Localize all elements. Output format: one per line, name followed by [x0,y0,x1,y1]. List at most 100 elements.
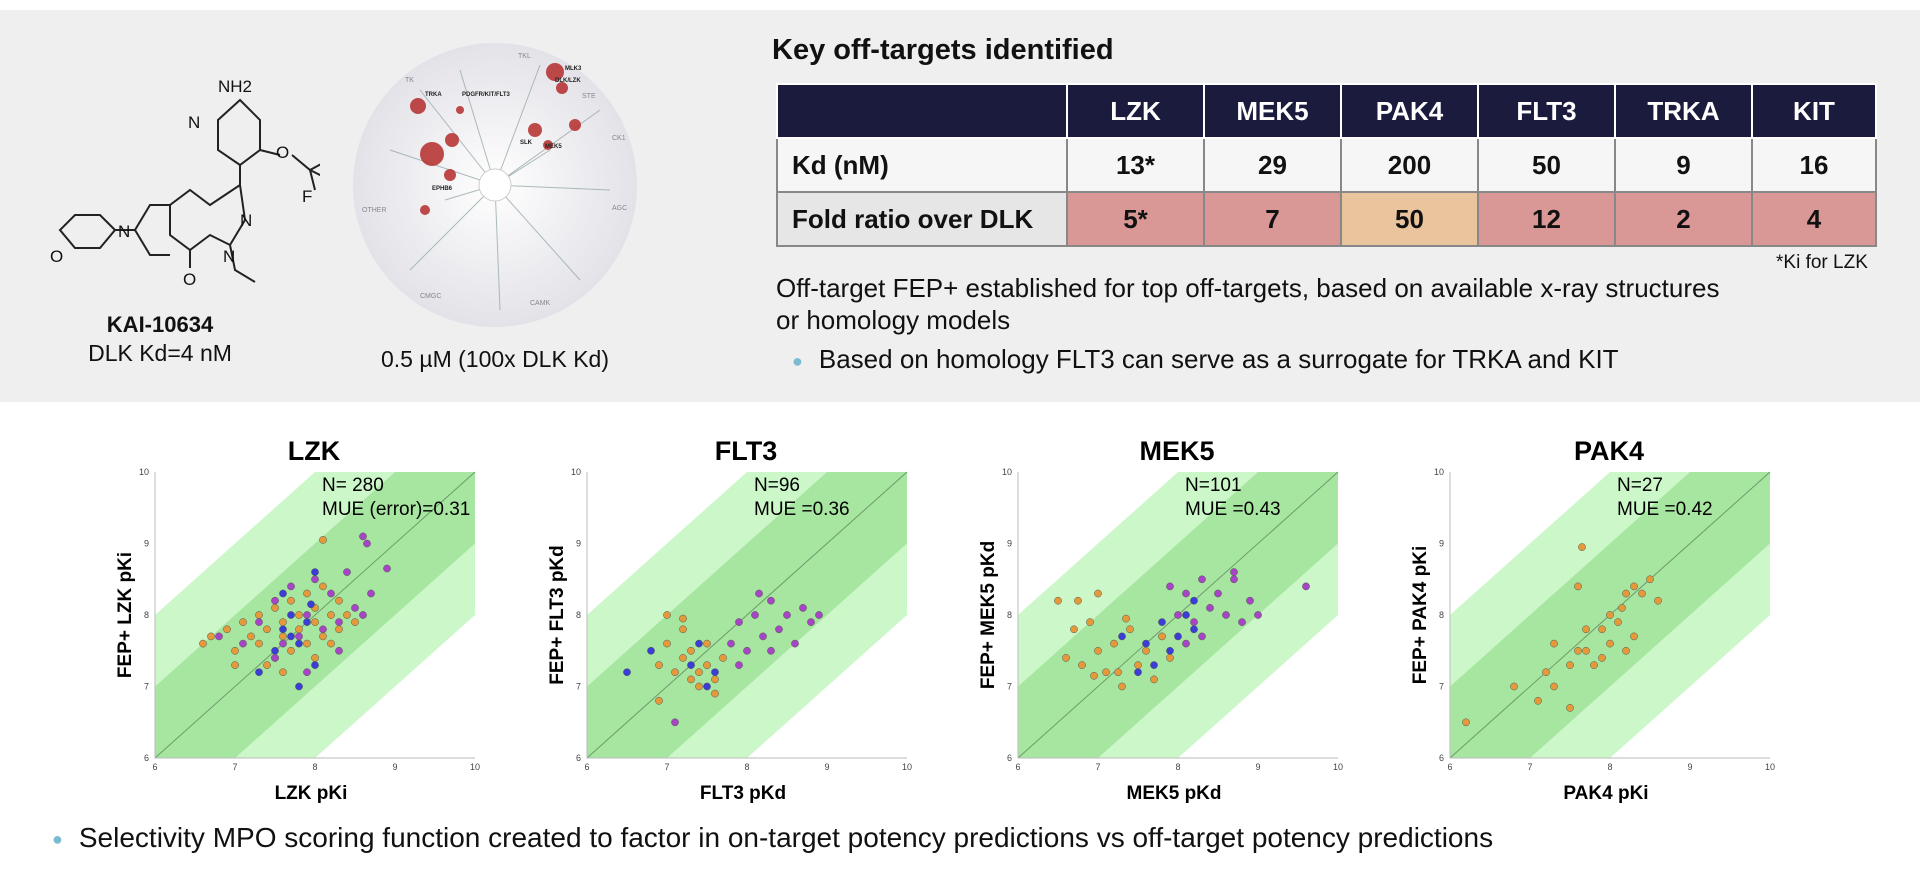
x-tick-label: 6 [584,762,589,772]
y-tick-label: 10 [1002,467,1012,477]
n-label: N= 280 [322,475,384,496]
x-axis-label: LZK pKi [275,783,348,804]
data-point-orange [319,536,327,544]
data-point-orange [1054,596,1062,605]
data-point-orange [231,646,239,655]
data-point-orange [1118,682,1126,691]
data-point-orange [687,675,695,684]
table-header-cell: FLT3 [1477,83,1616,139]
hit-label-mek5: MEK5 [545,144,562,150]
data-point-purple [1166,582,1174,591]
y-tick-label: 9 [1007,539,1012,549]
data-point-blue [1118,632,1126,641]
data-point-purple [359,611,367,619]
data-point-orange [279,668,287,677]
data-point-blue [711,668,719,677]
data-point-purple [1182,589,1190,598]
data-point-blue [1174,632,1182,641]
hit-marker-slk [528,123,542,137]
data-point-blue [311,661,319,669]
y-tick-label: 8 [576,610,581,620]
data-point-orange [295,625,303,634]
data-point-purple [759,632,767,641]
bullet-dot-icon: ● [792,350,803,371]
data-point-orange [263,661,271,669]
y-tick-label: 6 [1439,753,1444,763]
n-label: N=96 [754,475,800,496]
data-point-orange [287,596,295,605]
n-label: N=27 [1617,475,1663,496]
data-point-purple [311,575,319,584]
data-point-purple [215,632,223,641]
x-tick-label: 9 [824,762,829,772]
data-point-purple [767,646,775,655]
data-point-purple [815,611,823,619]
hit-marker-ste [569,119,581,131]
data-point-blue [703,682,711,691]
data-point-orange [719,654,727,662]
x-tick-label: 7 [1095,762,1100,772]
data-point-orange [1614,618,1622,626]
group-label-cmgc: CMGC [420,293,441,300]
data-point-orange [1622,646,1630,655]
x-tick-label: 8 [744,762,749,772]
n-label: N=101 [1185,475,1242,496]
data-point-purple [755,589,763,598]
data-point-orange [1534,696,1542,705]
data-point-orange [295,611,303,619]
data-point-orange [271,604,279,612]
y-tick-label: 6 [1007,753,1012,763]
x-axis-label: PAK4 pKi [1563,783,1648,804]
group-label-tkl: TKL [518,53,531,60]
data-point-purple [367,589,375,598]
identity-line [586,471,908,759]
y-tick-label: 7 [1007,682,1012,692]
data-point-orange [1090,671,1098,680]
data-point-orange [319,632,327,641]
data-point-purple [271,654,279,662]
data-point-blue [307,600,315,609]
table-cell: 2 [1614,191,1753,247]
group-label-ck1: CK1 [612,135,626,142]
data-point-purple [335,618,343,626]
x-tick-label: 9 [1687,762,1692,772]
data-point-orange [327,639,335,648]
data-point-orange [247,632,255,641]
y-tick-label: 7 [576,682,581,692]
hit-label-mlk3: MLK3 [565,66,582,72]
data-point-purple [1302,582,1310,591]
fluorine-label-2: F [302,187,312,206]
data-point-orange [1638,589,1646,598]
kinome-center [478,168,512,202]
table-cell: 50 [1477,137,1616,193]
table-header-cell: KIT [1751,83,1877,139]
data-point-orange [1094,589,1102,598]
hit-marker-trka [410,98,426,114]
y-tick-label: 7 [144,682,149,692]
data-point-blue [1158,618,1166,626]
data-point-purple [287,582,295,591]
table-row-fold: Fold ratio over DLK 5* 7 50 12 2 4 [776,191,1877,247]
data-point-blue [1142,639,1150,648]
data-point-purple [335,646,343,655]
data-point-orange [239,618,247,626]
data-point-orange [711,689,719,698]
data-point-blue [279,589,287,598]
data-point-orange [703,661,711,669]
x-tick-label: 10 [902,762,912,772]
x-tick-label: 10 [1333,762,1343,772]
table-cell: 4 [1751,191,1877,247]
data-point-purple [751,611,759,619]
hit-marker-flt3 [444,169,456,181]
data-point-orange [1550,682,1558,691]
data-point-purple [791,639,799,648]
bullet-dot-icon: ● [52,829,63,850]
data-point-orange [1122,614,1130,623]
data-point-blue [695,639,703,648]
data-point-orange [1078,661,1086,669]
table-header-cell: LZK [1066,83,1205,139]
data-point-blue [295,682,303,691]
data-point-purple [1238,618,1246,626]
table-row-label: Fold ratio over DLK [776,191,1068,247]
table-cell: 50 [1340,191,1479,247]
